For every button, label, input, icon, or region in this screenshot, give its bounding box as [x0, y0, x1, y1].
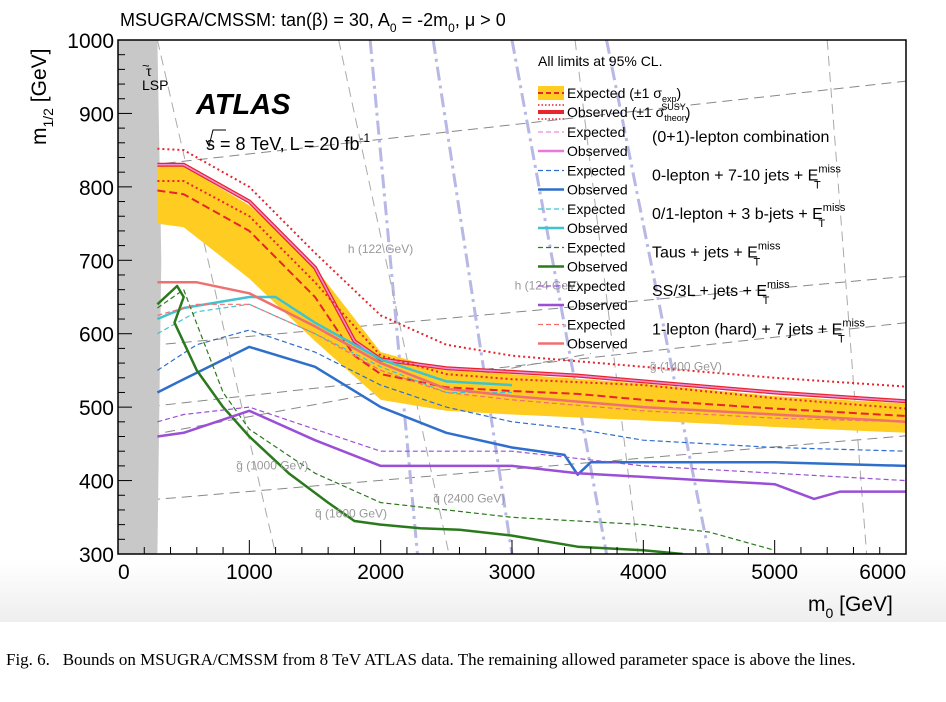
lsp-tau: τ: [146, 63, 152, 79]
squark-contour: [431, 40, 514, 554]
stau-lsp-region: [118, 40, 162, 554]
x-tick-label: 5000: [751, 561, 798, 584]
combination-observed-1-theory-line: [157, 180, 906, 410]
contour-label: g̃ (1400 GeV): [650, 359, 722, 373]
combination-expected-line: [157, 189, 906, 417]
y-axis: 300 400 500 600 700 800 900 1000: [67, 30, 132, 567]
1-lepton-hard-7-jets-observed-line: [157, 281, 906, 424]
higgs-contour: [338, 40, 450, 554]
legend-expected-label: Expected: [567, 163, 625, 179]
legend-expected-label: Expected: [567, 278, 625, 294]
y-tick-label: 1000: [67, 30, 114, 53]
legend-expected-label: Expected: [567, 240, 625, 256]
legend-observed-label: Observed: [567, 182, 628, 198]
squark-contour: [368, 40, 419, 554]
0-lepton-7-10-jets-expected-line: [157, 329, 906, 452]
energy-lumi-label: s = 8 TeV, L = 20 fb-1: [206, 131, 370, 154]
y-tick-label: 300: [79, 544, 114, 567]
legend-expected-label: Expected: [567, 201, 625, 217]
legend-group-label: 0/1-lepton + 3 b-jets + Emiss T: [652, 202, 846, 230]
taus-jets-expected-line: [157, 289, 775, 551]
combination-observed-inner-line: [157, 164, 906, 403]
contour-label: g̃ (1000 GeV): [236, 459, 308, 473]
legend-expected-label: Expected: [567, 124, 625, 140]
legend-observed-label: Observed: [567, 297, 628, 313]
squark-contour: [510, 40, 609, 554]
0-1-lepton-3-b-jets-observed-line: [156, 295, 513, 387]
y-tick-label: 600: [79, 324, 114, 347]
y-tick-label: 400: [79, 471, 114, 494]
atlas-label: ATLAS: [195, 89, 291, 121]
chart-title: MSUGRA/CMSSM: tan(β) = 30, A0 = -2m0, μ …: [120, 10, 506, 35]
higgs-contour: [574, 40, 639, 554]
combination-expected-band: [157, 164, 906, 433]
x-tick-label: 3000: [489, 561, 536, 584]
legend-group-label: Taus + jets + Emiss T: [652, 241, 781, 269]
chart: MSUGRA/CMSSM: tan(β) = 30, A0 = -2m0, μ …: [0, 10, 946, 622]
figure-caption: Fig. 6. Bounds on MSUGRA/CMSSM from 8 Te…: [6, 648, 940, 672]
lsp-label: LSP: [142, 77, 168, 93]
legend-group-label: 1-lepton (hard) + 7 jets + Emiss T: [652, 318, 865, 346]
combination-observed-1-theory-line: [157, 147, 906, 388]
contour-label: q̃ (2400 GeV): [433, 492, 505, 506]
0-1-lepton-3-b-jets-expected-line: [157, 303, 512, 394]
sqrt-sign: [205, 129, 226, 148]
1-lepton-hard-7-jets-expected-line: [157, 303, 906, 423]
contour-label: q̃ (1600 GeV): [315, 506, 387, 520]
y-axis-label: m1/2 [GeV]: [28, 49, 56, 146]
legend-observed-label: Observed: [567, 220, 628, 236]
legend-group-label: SS/3L + jets + Emiss T: [652, 279, 790, 307]
caption-text: Bounds on MSUGRA/CMSSM from 8 TeV ATLAS …: [62, 650, 856, 669]
legend-group-label: 0-lepton + 7-10 jets + Emiss T: [652, 164, 841, 192]
legend-observed-label: Observed: [567, 259, 628, 275]
x-tick-label: 6000: [859, 561, 906, 584]
legend-group-label: (0+1)-lepton combination: [652, 129, 829, 146]
x-tick-label: 1000: [226, 561, 273, 584]
cl-note: All limits at 95% CL.: [538, 53, 662, 69]
y-tick-label: 500: [79, 397, 114, 420]
x-axis: 0 1000 2000 3000 4000 5000 6000: [117, 540, 907, 584]
bottom-fade: [0, 560, 946, 622]
gluino-contour: [118, 80, 906, 169]
exclusion-curves: [156, 147, 906, 554]
higgs-contour: [156, 40, 277, 554]
ss-3l-jets-expected-line: [157, 406, 906, 482]
caption-label: Fig. 6.: [6, 650, 50, 669]
taus-jets-observed-line: [156, 284, 683, 554]
legend-observed-label: Observed: [567, 143, 628, 159]
x-tick-label: 0: [118, 561, 130, 584]
lsp-tilde: ~: [142, 58, 150, 73]
gluino-contour: [118, 435, 906, 504]
contour-label: h (122 GeV): [348, 242, 413, 256]
legend-expected-combo: Expected (±1 σexp): [567, 85, 681, 104]
y-tick-label: 900: [79, 103, 114, 126]
x-tick-label: 2000: [357, 561, 404, 584]
x-tick-label: 4000: [620, 561, 667, 584]
gluino-contour: [118, 353, 591, 442]
legend: Expected (±1 σexp) Observed (±1 σtheoryS…: [538, 85, 865, 352]
legend-expected-label: Expected: [567, 317, 625, 333]
ss-3l-jets-observed-line: [157, 409, 906, 501]
gluino-contour: [118, 322, 906, 411]
y-tick-label: 800: [79, 177, 114, 200]
legend-observed-label: Observed: [567, 336, 628, 352]
legend-observed-combo: Observed (±1 σtheorySUSY): [567, 102, 690, 123]
higgs-contour: [826, 40, 868, 554]
0-lepton-7-10-jets-observed-line: [156, 345, 906, 476]
gluino-contour: [118, 275, 906, 349]
contour-labels: g̃ (1000 GeV) g̃ (1400 GeV) q̃ (1600 GeV) q…: [236, 242, 722, 520]
background-mass-contours: [118, 40, 906, 554]
y-tick-label: 700: [79, 250, 114, 273]
